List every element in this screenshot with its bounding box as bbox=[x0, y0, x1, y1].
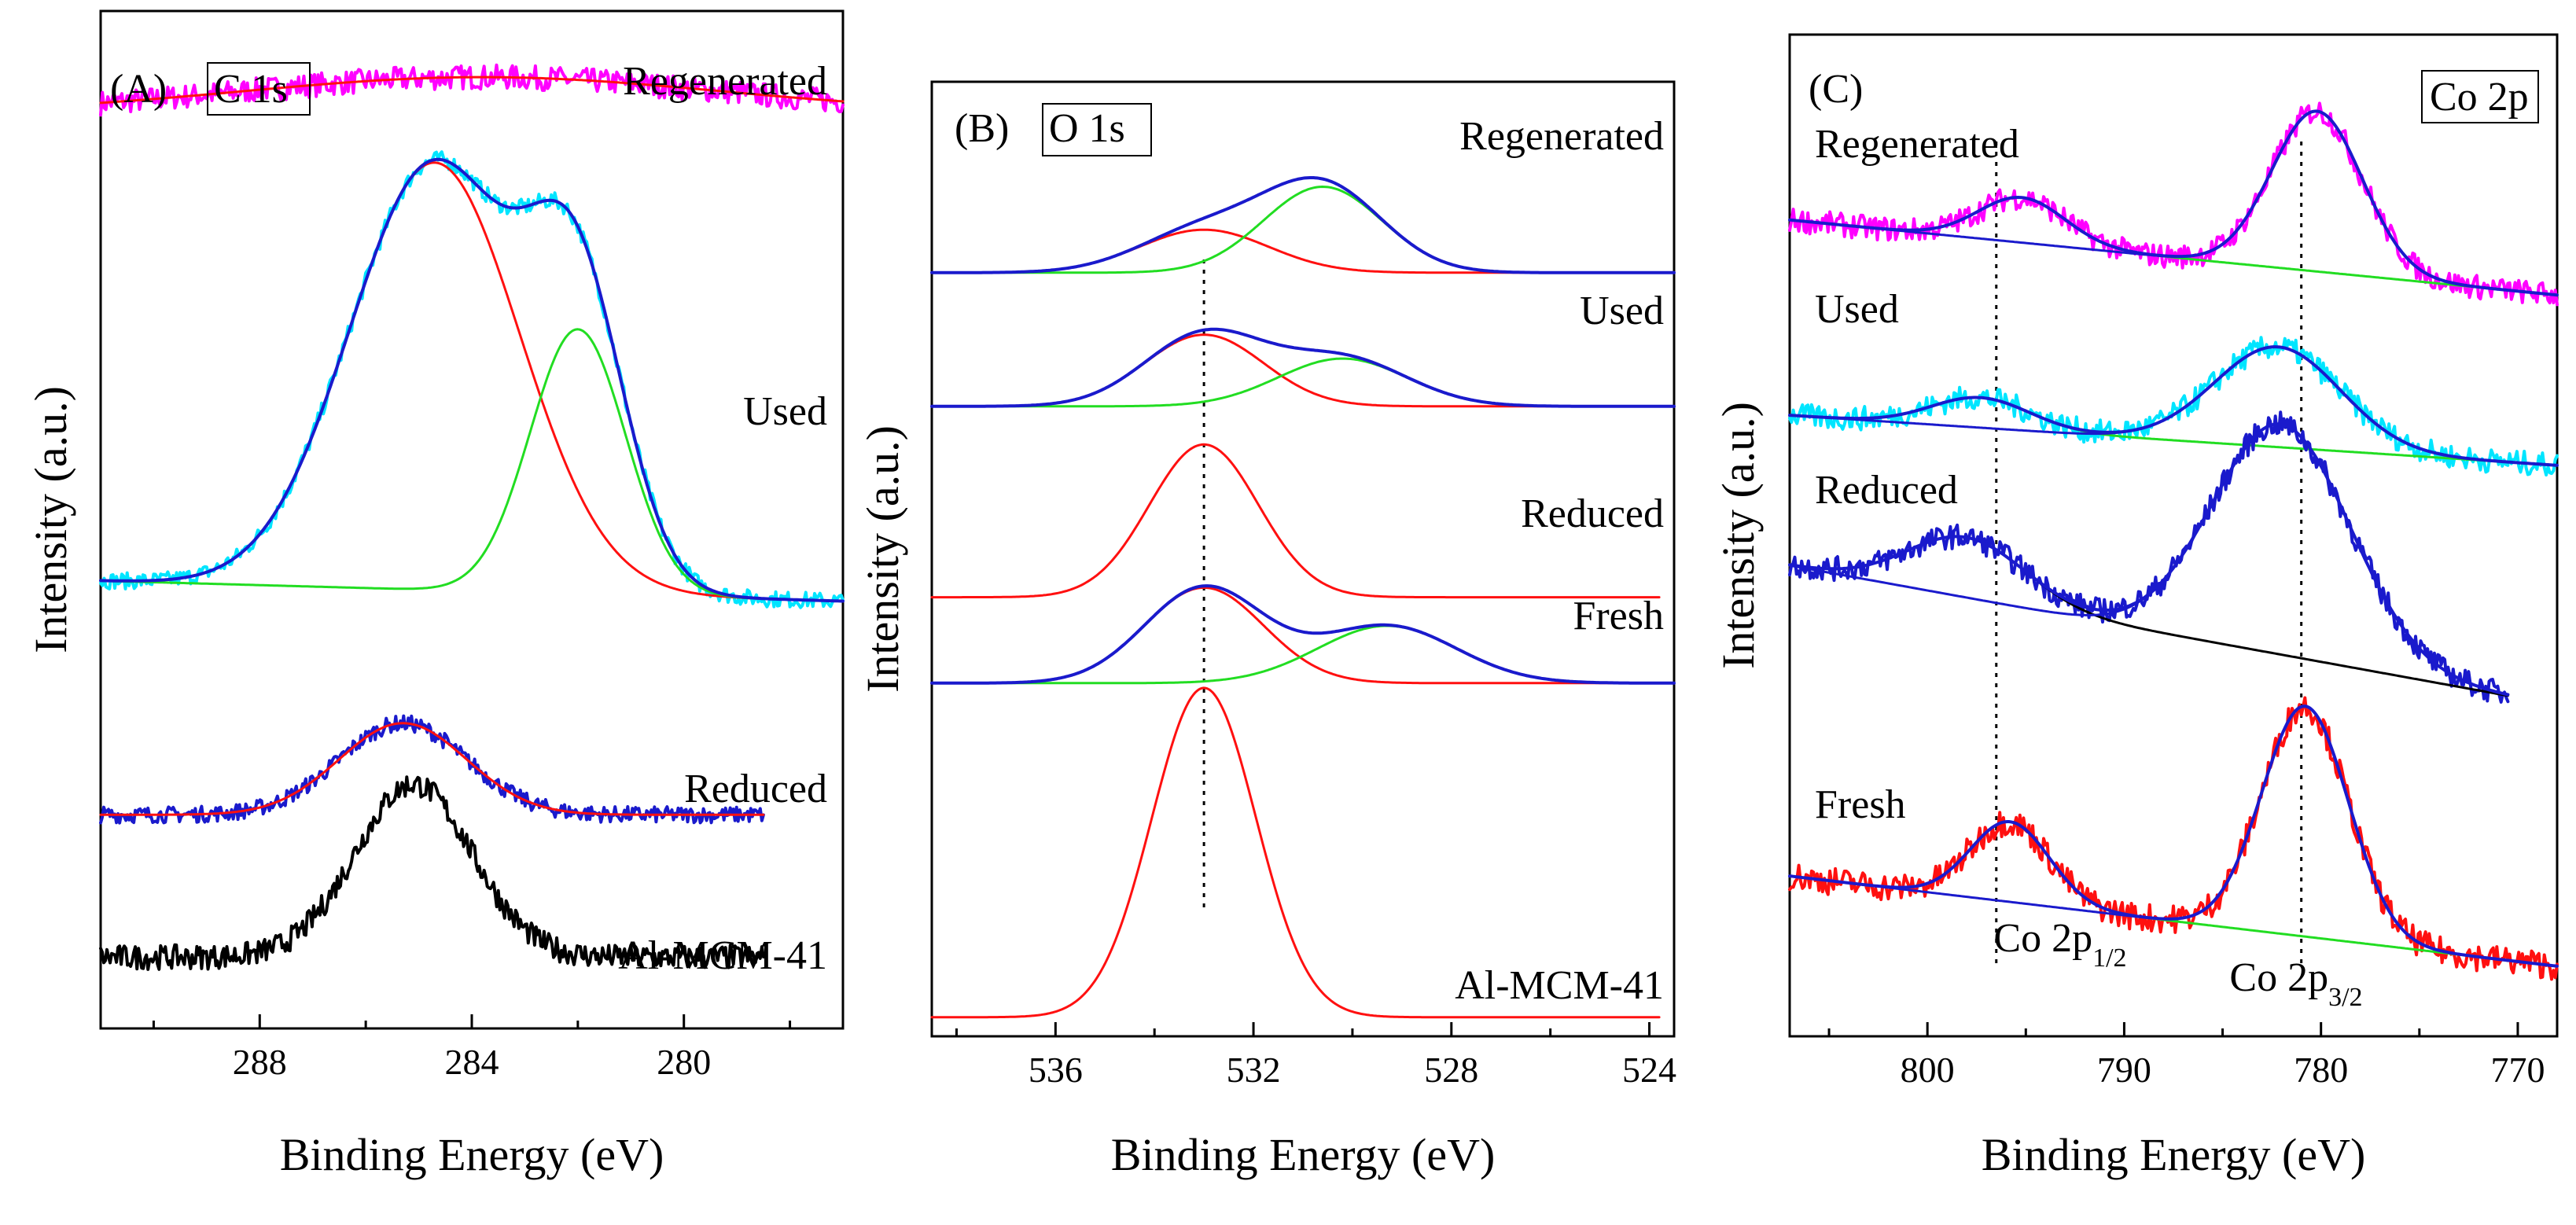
panel-c-label-used: Used bbox=[1815, 287, 1899, 332]
panel-a-c1s: 288 284 280 (A) C 1s Regenerated Used Redu… bbox=[25, 9, 845, 1180]
panel-a-label-almcm41: Al-MCM-41 bbox=[618, 933, 827, 978]
co-2p12-label: Co 2p1/2 bbox=[1993, 916, 2126, 973]
panel-a-plot-area: 288 284 280 bbox=[99, 63, 845, 1082]
panel-b-xlabel: Binding Energy (eV) bbox=[1111, 1129, 1496, 1180]
panel-c-label-reduced: Reduced bbox=[1815, 468, 1958, 513]
panel-b-title: (B) bbox=[955, 106, 1009, 151]
panel-c-series-reduced-data bbox=[1788, 410, 2510, 704]
panel-a-ylabel: Intensity (a.u.) bbox=[25, 386, 76, 653]
panel-c-label-fresh: Fresh bbox=[1815, 782, 1906, 827]
panel-c-series-reduced-envelope bbox=[1788, 422, 2510, 697]
panel-a-series-used-peak-1 bbox=[99, 328, 845, 602]
panel-c-label-regenerated: Regenerated bbox=[1815, 122, 2019, 167]
co-2p32-label: Co 2p3/2 bbox=[2229, 955, 2362, 1012]
panel-b-series-regenerated-envelope bbox=[930, 176, 1676, 274]
panel-c-xtick-label-780: 780 bbox=[2294, 1050, 2348, 1090]
panel-a-element-box bbox=[207, 62, 311, 116]
panel-c-element-label: Co 2p bbox=[2430, 75, 2529, 120]
panel-c-element-box bbox=[2421, 70, 2539, 123]
panel-b-series-fresh-peak-0 bbox=[930, 586, 1676, 685]
panel-a-frame bbox=[99, 9, 845, 1030]
panel-b-series-al-mcm-41-peak-0 bbox=[930, 686, 1661, 1019]
panel-a-series-used-peak-0 bbox=[99, 161, 845, 602]
panel-b-xtick-label-532: 532 bbox=[1227, 1050, 1281, 1090]
panel-b-series-fresh-envelope bbox=[930, 584, 1676, 685]
panel-c-xlabel: Binding Energy (eV) bbox=[1982, 1129, 2366, 1180]
panel-b-frame bbox=[930, 80, 1676, 1038]
panel-b-o1s: 536 532 528 524 (B) O 1s Regenerated Used R… bbox=[857, 80, 1676, 1180]
panel-b-plot-area: 536 532 528 524 bbox=[930, 176, 1676, 1090]
panel-b-label-reduced: Reduced bbox=[1521, 491, 1664, 536]
panel-b-series-reduced-peak-0 bbox=[930, 443, 1661, 599]
panel-c-frame bbox=[1788, 33, 2559, 1038]
panel-b-label-almcm41: Al-MCM-41 bbox=[1455, 963, 1664, 1008]
panel-a-series-used-envelope bbox=[99, 157, 845, 603]
panel-c-co2p: 800 790 780 770 (C) Co 2p Regenerated Used … bbox=[1713, 33, 2559, 1180]
panel-b-series-used-envelope bbox=[930, 327, 1676, 408]
panel-c-title: (C) bbox=[1809, 67, 1863, 112]
panel-a-element-label: C 1s bbox=[214, 67, 288, 112]
panel-b-label-fresh: Fresh bbox=[1573, 594, 1664, 638]
panel-b-series-used-peak-1 bbox=[930, 357, 1676, 408]
panel-c-series-fresh-data bbox=[1788, 696, 2559, 981]
panel-c-xtick-label-770: 770 bbox=[2490, 1050, 2545, 1090]
panel-c-series-reduced-peak-0 bbox=[1788, 535, 2509, 697]
panel-c-xtick-label-800: 800 bbox=[1901, 1050, 1955, 1090]
panel-a-label-reduced: Reduced bbox=[684, 767, 827, 811]
panel-b-element-label: O 1s bbox=[1049, 106, 1125, 151]
panel-b-label-used: Used bbox=[1580, 289, 1664, 333]
panel-b-xtick-label-536: 536 bbox=[1029, 1050, 1083, 1090]
panel-b-series-regenerated-peak-0 bbox=[930, 228, 1676, 274]
panel-c-series-regenerated-envelope bbox=[1788, 109, 2559, 297]
panel-a-xtick-label-280: 280 bbox=[657, 1042, 711, 1082]
panel-c-series-fresh-envelope bbox=[1788, 704, 2559, 968]
panel-a-series-used-data bbox=[99, 150, 845, 609]
panel-a-title: (A) bbox=[110, 67, 167, 112]
panel-b-label-regenerated: Regenerated bbox=[1459, 114, 1664, 159]
panel-a-label-regenerated: Regenerated bbox=[623, 59, 827, 104]
panel-b-series-used-peak-0 bbox=[930, 333, 1676, 408]
panel-b-series-fresh-peak-1 bbox=[930, 624, 1676, 685]
panel-a-label-used: Used bbox=[743, 389, 827, 434]
panel-c-series-used-envelope bbox=[1788, 345, 2559, 467]
panel-c-ylabel: Intensity (a.u.) bbox=[1713, 402, 1764, 669]
panel-a-xlabel: Binding Energy (eV) bbox=[280, 1129, 664, 1180]
panel-a-xtick-label-284: 284 bbox=[445, 1042, 499, 1082]
panel-a-series-reduced-peak-0 bbox=[99, 722, 765, 816]
panel-a-series-regenerated-peak-0 bbox=[99, 75, 845, 105]
panel-b-ylabel: Intensity (a.u.) bbox=[857, 425, 908, 693]
panel-a-xtick-label-288: 288 bbox=[233, 1042, 287, 1082]
panel-b-element-box bbox=[1042, 103, 1152, 156]
panel-c-plot-area: 800 790 780 770 bbox=[1788, 101, 2559, 1090]
panel-a-series-al-mcm-41-data bbox=[99, 775, 765, 971]
panel-c-series-used-data bbox=[1788, 336, 2559, 476]
panel-b-xtick-label-524: 524 bbox=[1622, 1050, 1676, 1090]
panel-b-xtick-label-528: 528 bbox=[1424, 1050, 1478, 1090]
panel-c-xtick-label-790: 790 bbox=[2097, 1050, 2151, 1090]
panel-c-series-reduced-peak-1 bbox=[1788, 422, 2509, 696]
